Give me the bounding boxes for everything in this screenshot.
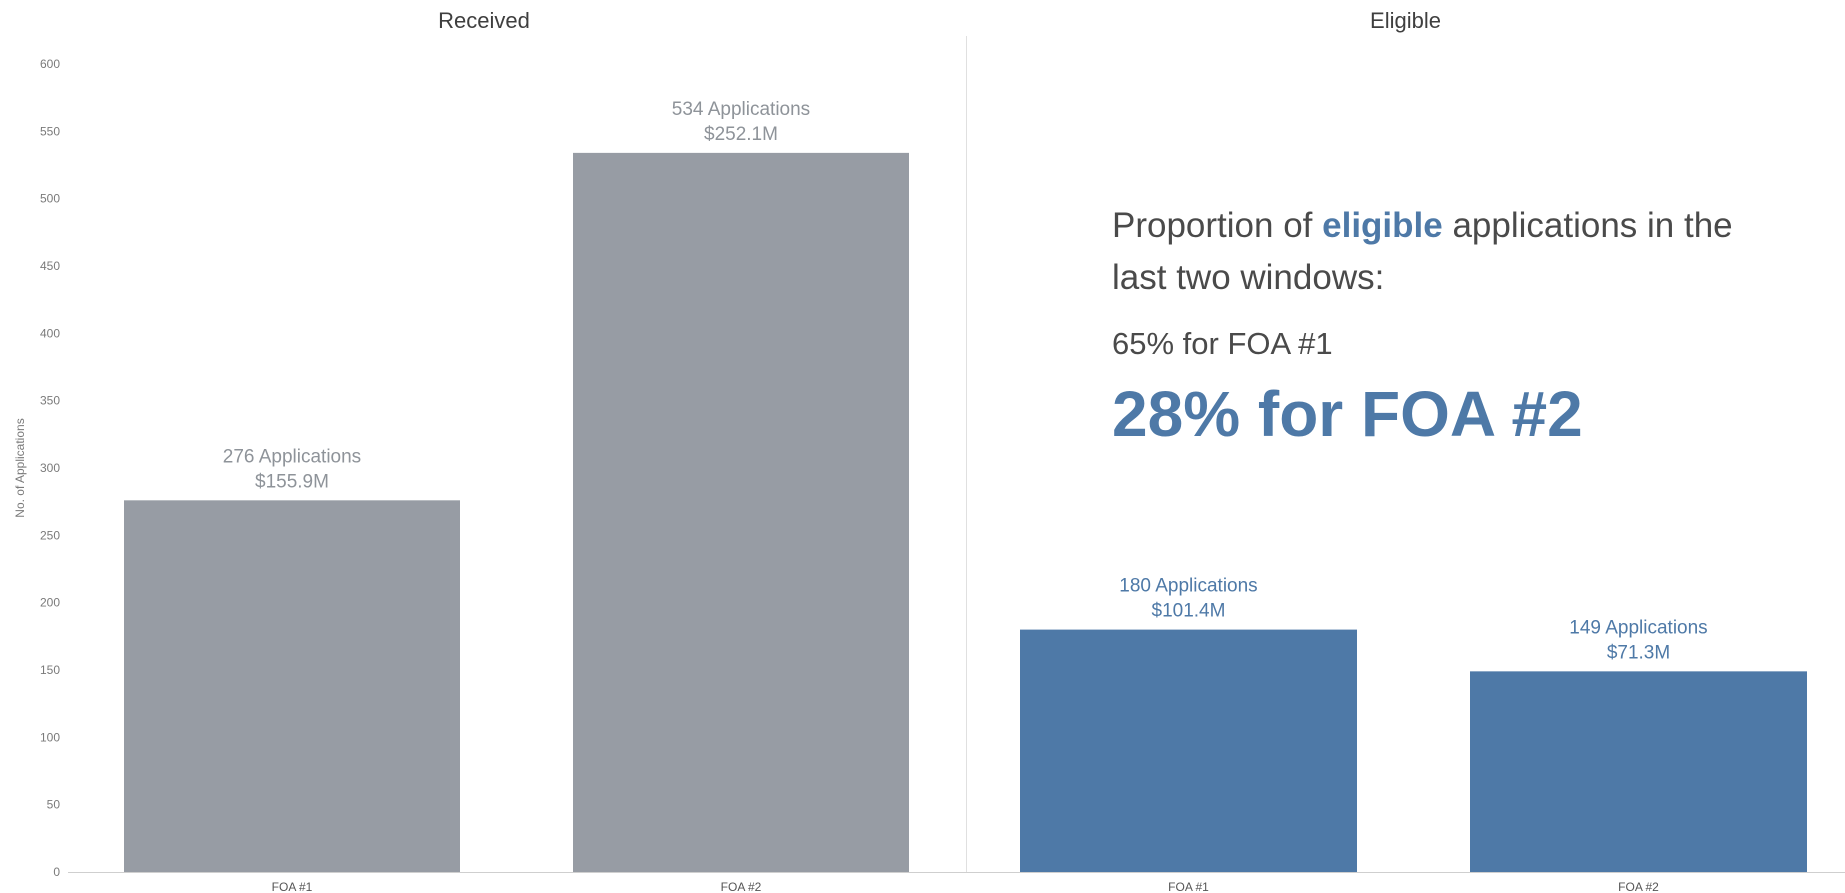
x-tick-label: FOA #2 [1618, 880, 1659, 893]
bar-received-1 [124, 500, 460, 872]
axis-layer: 0 50 100 150 200 250 300 350 400 450 500 550 600 No. … [13, 36, 1845, 879]
y-tick-label: 250 [40, 528, 60, 542]
y-tick-label: 400 [40, 326, 60, 340]
y-tick-label: 150 [40, 663, 60, 677]
callout-stat-foa2: 28% for FOA #2 [1112, 378, 1583, 450]
data-label-count: 534 Applications [672, 99, 810, 120]
x-tick-label: FOA #1 [1168, 880, 1209, 893]
data-label-amount: $71.3M [1607, 642, 1670, 663]
data-label-amount: $101.4M [1152, 601, 1226, 622]
bar-eligible-1 [1020, 629, 1357, 872]
y-tick-label: 0 [53, 865, 60, 879]
bar-received-2 [573, 152, 909, 872]
callout-line-1-after: applications in the [1442, 206, 1733, 245]
data-label-count: 149 Applications [1569, 617, 1707, 638]
y-tick-label: 100 [40, 730, 60, 744]
callout-line-2: last two windows: [1112, 258, 1385, 297]
y-tick-label: 600 [40, 57, 60, 71]
y-axis-title: No. of Applications [13, 418, 27, 517]
data-label-amount: $155.9M [255, 471, 329, 492]
callout-highlight-eligible: eligible [1322, 206, 1443, 245]
y-tick-label: 350 [40, 394, 60, 408]
callout-stat-foa1: 65% for FOA #1 [1112, 326, 1333, 361]
callout-line-1: Proportion of eligible applications in t… [1112, 200, 1772, 252]
labels-layer: Received 276 Applications $155.9M FOA #1 534… [223, 8, 1708, 893]
panel-title-eligible: Eligible [1370, 8, 1441, 33]
y-tick-label: 50 [47, 798, 61, 812]
y-tick-label: 450 [40, 259, 60, 273]
x-tick-label: FOA #2 [721, 880, 762, 893]
bars-layer [124, 152, 1807, 872]
y-tick-label: 200 [40, 596, 60, 610]
y-tick-label: 500 [40, 192, 60, 206]
panel-title-received: Received [438, 8, 530, 33]
y-tick-label: 550 [40, 124, 60, 138]
x-tick-label: FOA #1 [272, 880, 313, 893]
data-label-count: 276 Applications [223, 446, 361, 467]
data-label-count: 180 Applications [1119, 576, 1257, 597]
bar-eligible-2 [1470, 671, 1807, 872]
proportion-callout: Proportion of eligible applications in t… [1112, 200, 1772, 454]
callout-line-1-before: Proportion of [1112, 206, 1323, 245]
y-tick-label: 300 [40, 461, 60, 475]
data-label-amount: $252.1M [704, 124, 778, 145]
